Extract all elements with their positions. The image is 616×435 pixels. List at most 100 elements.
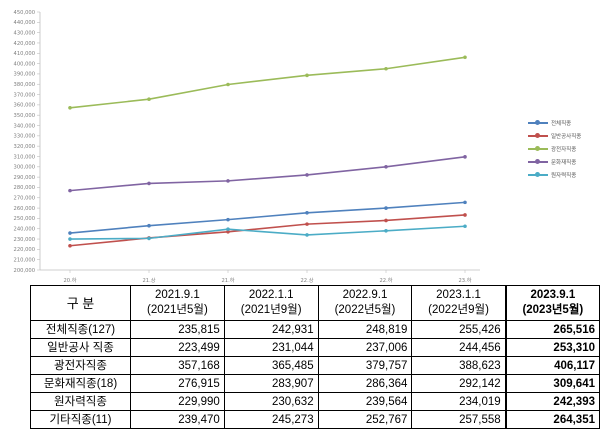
- legend-marker: [535, 145, 540, 151]
- data-point: [463, 224, 467, 229]
- data-point: [305, 73, 309, 78]
- chart-legend: 전체직종 일반공사직종 광전자직종 문화재직종 원자력직종: [528, 116, 581, 181]
- legend-swatch: [528, 145, 548, 151]
- table-cell: 252,767: [317, 410, 413, 429]
- y-tick-label: 250,000: [14, 216, 35, 222]
- x-tick-label: 20.하: [63, 276, 76, 284]
- table-cell: 235,815: [130, 320, 225, 339]
- y-tick-label: 240,000: [14, 227, 35, 233]
- header-date-line: 2022.9.1: [342, 289, 388, 301]
- data-point: [305, 233, 309, 237]
- data-point: [226, 230, 230, 234]
- table-header-date: 2023.9.1 (2023년5월): [504, 285, 600, 321]
- y-tick-label: 440,000: [14, 20, 35, 26]
- y-tick-label: 200,000: [14, 268, 35, 274]
- table-row: 기타직종(11) 239,470 245,273 252,767 257,558 264,…: [30, 410, 600, 429]
- data-point: [68, 231, 72, 235]
- header-date-line: 2021.9.1: [155, 289, 200, 301]
- data-point: [147, 97, 151, 102]
- legend-label: 일반공사직종: [551, 133, 582, 140]
- legend-label: 문화재직종: [551, 159, 577, 166]
- data-point: [463, 213, 467, 217]
- legend-item: 전체직종: [528, 116, 581, 129]
- y-tick-label: 310,000: [14, 154, 35, 160]
- legend-label: 전체직종: [551, 120, 572, 127]
- table-header-row: 구 분 2021.9.1 (2021년5월) 2022.1.1 (2021년9월) 202…: [30, 285, 600, 321]
- y-tick-label: 450,000: [14, 10, 35, 16]
- table-row: 원자력직종 229,990 230,632 239,564 234,019 242,393: [30, 392, 600, 411]
- data-point: [463, 200, 467, 205]
- table-cell: 239,470: [130, 410, 225, 429]
- data-point: [226, 179, 230, 183]
- x-tick-label: 21.하: [221, 276, 234, 284]
- legend-item: 일반공사직종: [528, 129, 581, 142]
- legend-item: 원자력직종: [528, 168, 581, 181]
- y-tick-label: 270,000: [14, 196, 35, 202]
- data-point: [68, 188, 72, 193]
- legend-marker: [535, 132, 540, 138]
- x-tick-label: 22.상: [300, 276, 313, 284]
- legend-swatch: [528, 171, 548, 177]
- table-cell: 286,364: [317, 374, 413, 393]
- table-header-date: 2021.9.1 (2021년5월): [130, 285, 225, 321]
- wage-table: 구 분 2021.9.1 (2021년5월) 2022.1.1 (2021년9월) 202…: [30, 285, 600, 429]
- table-cell: 237,006: [317, 338, 413, 357]
- data-point: [226, 217, 230, 222]
- table-cell: 229,990: [130, 392, 225, 411]
- data-point: [147, 236, 151, 241]
- header-period-line: (2022년9월): [428, 304, 489, 316]
- y-tick-label: 430,000: [14, 30, 35, 36]
- table-cell: 239,564: [317, 392, 413, 411]
- table-row: 일반공사 직종 223,499 231,044 237,006 244,456 253,3…: [30, 338, 600, 357]
- row-category-label: 일반공사 직종: [30, 338, 131, 357]
- table-row: 전체직종(127) 235,815 242,931 248,819 255,426 265…: [30, 320, 600, 339]
- header-period-line: (2021년9월): [240, 304, 302, 316]
- y-tick-label: 380,000: [14, 82, 35, 88]
- row-category-label: 전체직종(127): [30, 320, 131, 339]
- table-cell: 283,907: [223, 374, 319, 393]
- table-cell: 253,310: [504, 338, 600, 357]
- table-cell: 244,456: [411, 338, 507, 357]
- data-point: [384, 206, 388, 210]
- header-period-line: (2022년5월): [334, 304, 396, 316]
- data-point: [305, 173, 309, 177]
- table-header-date: 2022.9.1 (2022년5월): [317, 285, 413, 321]
- table-cell: 230,632: [223, 392, 319, 411]
- y-tick-label: 410,000: [14, 51, 35, 57]
- data-point: [147, 223, 151, 228]
- row-category-label: 광전자직종: [30, 356, 131, 375]
- line-chart: 200,000 210,000 220,000 230,000 240,000 250,0…: [14, 10, 480, 284]
- data-point: [226, 227, 230, 231]
- data-point: [305, 211, 309, 215]
- table-cell: 234,019: [411, 392, 507, 411]
- table-cell: 388,623: [411, 356, 507, 375]
- row-category-label: 원자력직종: [30, 392, 131, 411]
- x-tick-label: 22.하: [379, 276, 392, 284]
- data-point: [384, 218, 388, 223]
- y-tick-label: 350,000: [14, 113, 35, 119]
- y-tick-label: 320,000: [14, 144, 35, 150]
- x-tick-label: 23.하: [458, 276, 471, 284]
- y-tick-label: 370,000: [14, 92, 35, 98]
- legend-swatch: [528, 119, 548, 125]
- y-tick-label: 230,000: [14, 237, 35, 243]
- table-cell: 265,516: [504, 320, 600, 339]
- y-tick-label: 420,000: [14, 41, 35, 47]
- data-point: [463, 55, 467, 60]
- table-header-date: 2022.1.1 (2021년9월): [223, 285, 319, 321]
- series-line-1: [69, 201, 466, 234]
- series-line-5: [69, 225, 466, 240]
- y-tick-label: 390,000: [14, 72, 35, 78]
- data-point: [463, 155, 467, 159]
- table-cell: 264,351: [504, 410, 600, 429]
- y-tick-label: 260,000: [14, 206, 35, 212]
- header-date-line: 2022.1.1: [248, 289, 294, 301]
- y-tick-label: 220,000: [14, 247, 35, 253]
- x-tick-label: 21.상: [142, 276, 155, 284]
- legend-item: 문화재직종: [528, 155, 581, 168]
- header-date-line: 2023.1.1: [436, 289, 481, 301]
- table-cell: 357,168: [130, 356, 225, 375]
- table-cell: 242,931: [223, 320, 319, 339]
- legend-swatch: [528, 132, 548, 138]
- series-line-3: [69, 56, 466, 109]
